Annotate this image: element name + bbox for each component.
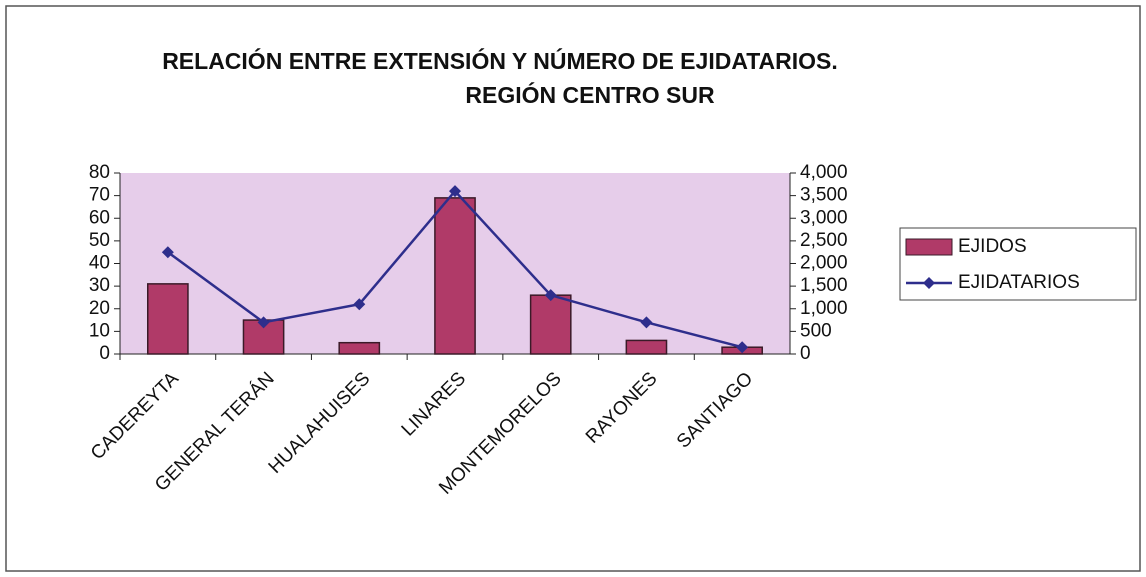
y2-tick-label: 0 <box>800 343 811 364</box>
legend-swatch <box>905 238 953 256</box>
line-marker <box>544 289 557 302</box>
bar <box>147 283 189 355</box>
y2-tick-label: 1,000 <box>800 298 848 319</box>
chart-subtitle: REGIÓN CENTRO SUR <box>465 81 715 108</box>
bar <box>625 339 668 355</box>
line-marker <box>640 316 653 329</box>
y2-tick-label: 2,500 <box>800 230 848 251</box>
y2-tick-label: 1,500 <box>800 275 848 296</box>
bar <box>434 197 476 355</box>
y-tick-label: 0 <box>99 343 110 364</box>
line-marker <box>736 341 749 354</box>
legend-label: EJIDOS <box>958 236 1027 257</box>
chart-title: RELACIÓN ENTRE EXTENSIÓN Y NÚMERO DE EJI… <box>162 47 838 74</box>
line-marker <box>353 298 366 311</box>
y-tick-label: 10 <box>89 320 110 341</box>
line-marker <box>257 316 270 329</box>
y-tick-label: 80 <box>89 162 110 183</box>
y-tick-label: 40 <box>89 253 110 274</box>
legend-label: EJIDATARIOS <box>958 272 1080 293</box>
bar <box>338 341 381 355</box>
legend-marker <box>923 277 935 289</box>
bar <box>529 294 572 355</box>
y2-tick-label: 3,000 <box>800 207 848 228</box>
y-tick-label: 20 <box>89 298 110 319</box>
legend-box <box>899 227 1137 301</box>
y2-tick-label: 3,500 <box>800 185 848 206</box>
y2-tick-label: 4,000 <box>800 162 848 183</box>
line-marker <box>161 246 174 259</box>
y-tick-label: 50 <box>89 230 110 251</box>
y-tick-label: 60 <box>89 207 110 228</box>
line-marker <box>449 185 461 198</box>
y-tick-label: 30 <box>89 275 110 296</box>
y2-tick-label: 2,000 <box>800 253 848 274</box>
y2-tick-label: 500 <box>800 320 832 341</box>
y-tick-label: 70 <box>89 185 110 206</box>
